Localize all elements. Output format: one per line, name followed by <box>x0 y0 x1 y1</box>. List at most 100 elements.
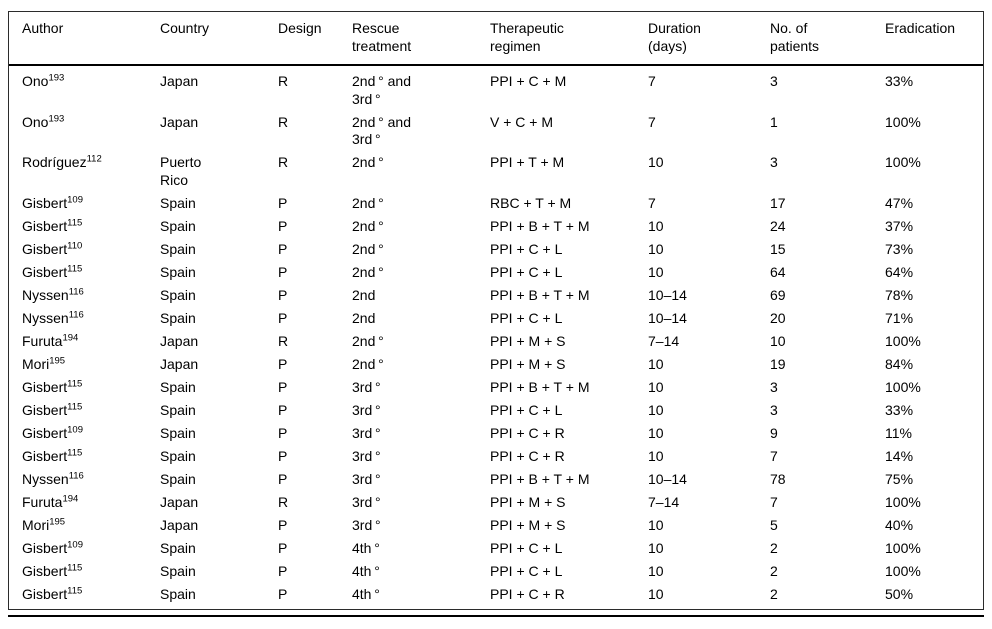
cell-duration-days: 10–14 <box>648 309 687 326</box>
cell-no-of-patients: 10 <box>770 332 786 349</box>
cell-therapeutic-regimen: PPI + B + T + M <box>490 470 590 487</box>
table-row: Furuta194 Japan R 2nd ° PPI + M + S 7–14… <box>9 330 983 353</box>
cell-design: P <box>278 447 288 464</box>
cell-no-of-patients: 20 <box>770 309 786 326</box>
cell-country: Spain <box>160 401 196 418</box>
cell-author: Gisbert115 <box>9 376 147 399</box>
cell-design: R <box>278 154 289 170</box>
table-body: Ono193 Japan R 2nd ° and 3rd ° PPI + C +… <box>9 65 983 609</box>
cell-eradication: 71% <box>885 309 914 326</box>
cell-design: P <box>278 516 288 533</box>
author-name: Rodríguez <box>22 154 87 170</box>
cell-country: Spain <box>160 217 196 234</box>
cell-design: R <box>278 332 289 349</box>
reference-superscript: 115 <box>67 400 83 412</box>
cell-therapeutic-regimen: PPI + C + L <box>490 539 563 556</box>
cell-no-of-patients: 19 <box>770 355 786 372</box>
cell-author: Gisbert115 <box>9 583 147 609</box>
column-header-therapeutic: Therapeutic regimen <box>477 12 635 66</box>
cell-duration-days: 10 <box>648 424 664 441</box>
cell-design: P <box>278 470 288 487</box>
cell-no-of-patients: 3 <box>770 401 778 418</box>
cell-design: P <box>278 217 288 234</box>
cell-rescue-treatment: 2nd ° <box>352 217 384 234</box>
table-row: Nyssen116 Spain P 2nd PPI + C + L 10–14 … <box>9 307 983 330</box>
author-name: Gisbert <box>22 539 68 556</box>
table-row: Gisbert115 Spain P 2nd ° PPI + B + T + M… <box>9 215 983 238</box>
reference-superscript: 194 <box>62 492 79 504</box>
cell-eradication: 14% <box>885 447 914 464</box>
reference-superscript: 115 <box>67 446 83 458</box>
cell-country: Spain <box>160 309 196 326</box>
cell-therapeutic-regimen: PPI + C + L <box>490 240 563 257</box>
column-header-rescue: Rescue treatment <box>339 12 477 66</box>
cell-therapeutic-regimen: PPI + C + L <box>490 401 563 418</box>
cell-author: Rodríguez112 <box>9 151 147 192</box>
cell-design: P <box>278 194 288 211</box>
column-header-author: Author <box>9 12 147 66</box>
reference-superscript: 116 <box>68 285 84 297</box>
cell-therapeutic-regimen: PPI + C + R <box>490 424 565 441</box>
cell-design: R <box>278 113 289 130</box>
cell-country: Spain <box>160 286 196 303</box>
table-row: Gisbert115 Spain P 3rd ° PPI + C + L 10 … <box>9 399 983 422</box>
cell-no-of-patients: 15 <box>770 240 786 257</box>
cell-no-of-patients: 3 <box>770 378 778 395</box>
cell-eradication: 100% <box>885 154 921 170</box>
cell-country: Japan <box>160 493 199 510</box>
cell-country: Japan <box>160 516 199 533</box>
cell-author: Gisbert115 <box>9 399 147 422</box>
table-row: Gisbert115 Spain P 4th ° PPI + C + L 10 … <box>9 560 983 583</box>
cell-no-of-patients: 1 <box>770 113 778 130</box>
cell-therapeutic-regimen: PPI + B + T + M <box>490 378 590 395</box>
cell-rescue-treatment: 4th ° <box>352 562 380 579</box>
cell-no-of-patients: 24 <box>770 217 786 234</box>
cell-rescue-treatment: 3rd ° <box>352 493 381 510</box>
cell-author: Gisbert115 <box>9 215 147 238</box>
cell-author: Ono193 <box>9 65 147 111</box>
cell-design: P <box>278 286 288 303</box>
cell-eradication: 100% <box>885 562 921 579</box>
cell-eradication: 11% <box>885 424 912 441</box>
cell-author: Gisbert109 <box>9 192 147 215</box>
author-name: Nyssen <box>22 286 69 303</box>
reference-superscript: 115 <box>67 262 83 274</box>
cell-design: P <box>278 263 288 280</box>
cell-therapeutic-regimen: PPI + M + S <box>490 332 566 349</box>
table-row: Rodríguez112 Puerto Rico R 2nd ° PPI + T… <box>9 151 983 192</box>
table-row: Gisbert115 Spain P 4th ° PPI + C + R 10 … <box>9 583 983 609</box>
cell-country: Spain <box>160 194 196 211</box>
cell-no-of-patients: 17 <box>770 194 786 211</box>
reference-superscript: 116 <box>68 469 84 481</box>
author-name: Nyssen <box>22 309 69 326</box>
reference-superscript: 115 <box>67 216 83 228</box>
author-name: Gisbert <box>22 562 68 579</box>
cell-eradication: 40% <box>885 516 914 533</box>
cell-rescue-treatment: 3rd ° <box>352 424 381 441</box>
cell-duration-days: 10 <box>648 516 664 533</box>
cell-duration-days: 10 <box>648 355 664 372</box>
rescue-therapy-table: Author Country Design Rescue treatment Thera… <box>9 12 983 609</box>
cell-design: P <box>278 539 288 556</box>
cell-rescue-treatment: 2nd ° <box>352 194 384 211</box>
cell-author: Gisbert110 <box>9 238 147 261</box>
table-row: Gisbert109 Spain P 2nd ° RBC + T + M 7 1… <box>9 192 983 215</box>
reference-superscript: 115 <box>67 377 83 389</box>
cell-author: Gisbert115 <box>9 445 147 468</box>
author-name: Gisbert <box>22 240 68 257</box>
cell-rescue-treatment: 3rd ° <box>352 516 381 533</box>
cell-duration-days: 7–14 <box>648 332 680 349</box>
table-row: Gisbert115 Spain P 2nd ° PPI + C + L 10 … <box>9 261 983 284</box>
cell-duration-days: 10–14 <box>648 286 687 303</box>
cell-author: Furuta194 <box>9 330 147 353</box>
cell-duration-days: 10 <box>648 217 664 234</box>
table-row: Gisbert109 Spain P 4th ° PPI + C + L 10 … <box>9 537 983 560</box>
cell-therapeutic-regimen: PPI + B + T + M <box>490 217 590 234</box>
cell-duration-days: 10 <box>648 401 664 418</box>
cell-design: P <box>278 355 288 372</box>
author-name: Nyssen <box>22 470 69 487</box>
cell-duration-days: 10 <box>648 562 664 579</box>
cell-eradication: 100% <box>885 113 921 130</box>
cell-no-of-patients: 3 <box>770 154 778 170</box>
